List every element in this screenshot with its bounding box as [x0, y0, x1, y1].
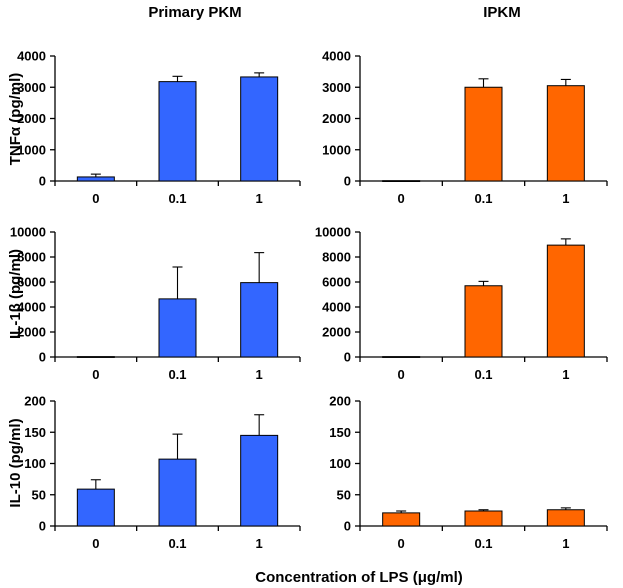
il1-primary-y-tick-label: 2000 [17, 325, 46, 340]
il10-primary-category-label: 0.1 [168, 536, 186, 551]
tnf-primary-y-tick-label: 0 [39, 174, 46, 189]
il10-primary-bar [158, 458, 197, 527]
tnf-ipkm-y-tick-label: 4000 [322, 49, 351, 64]
il10-primary-panel: 0 50 100 150 200 0 0.1 1 [24, 394, 301, 551]
il1-ipkm-y-tick-label: 10000 [315, 225, 351, 240]
tnf-ipkm-y-tick-label: 0 [344, 174, 351, 189]
tnf-ipkm-bar [382, 180, 421, 182]
il10-primary-y-tick-label: 200 [24, 394, 46, 409]
tnf-primary-bar [76, 176, 115, 182]
tnf-primary-category-label: 0.1 [168, 191, 186, 206]
il1-ipkm-y-tick-label: 8000 [322, 250, 351, 265]
tnf-ipkm-y-tick-label: 1000 [322, 142, 351, 157]
il10-ipkm-panel: 0 50 100 150 200 0 0.1 1 [329, 394, 608, 551]
tnf-primary-category-label: 0 [92, 191, 99, 206]
il1-primary-y-tick-label: 6000 [17, 275, 46, 290]
il10-ipkm-bar [546, 509, 585, 527]
tnf-primary-y-tick-label: 4000 [17, 49, 46, 64]
il1-ipkm-y-tick-label: 6000 [322, 275, 351, 290]
column-title-ipkm: IPKM [483, 4, 521, 21]
il10-primary-y-tick-label: 150 [24, 425, 46, 440]
il1-primary-bar [240, 282, 279, 358]
il1-primary-category-label: 0.1 [168, 367, 186, 382]
il10-primary-category-label: 0 [92, 536, 99, 551]
tnf-ipkm-y-tick-label: 2000 [322, 111, 351, 126]
tnf-primary-panel: 0 1000 2000 3000 4000 0 0.1 1 [17, 49, 301, 206]
il10-ipkm-bar [382, 512, 421, 527]
il1-ipkm-bar [464, 285, 503, 358]
il10-primary-y-tick-label: 100 [24, 456, 46, 471]
il1-ipkm-category-label: 1 [562, 367, 569, 382]
tnf-primary-bar [240, 76, 279, 182]
il10-ipkm-y-tick-label: 150 [329, 425, 351, 440]
il1-ipkm-y-tick-label: 0 [344, 350, 351, 365]
il10-ipkm-y-tick-label: 0 [344, 519, 351, 534]
il1-ipkm-category-label: 0.1 [474, 367, 492, 382]
il10-primary-bar [76, 488, 115, 527]
tnf-primary-y-tick-label: 2000 [17, 111, 46, 126]
il1-ipkm-panel: 0 2000 4000 6000 8000 10000 0 0.1 1 [315, 225, 608, 382]
tnf-primary-category-label: 1 [256, 191, 263, 206]
tnf-ipkm-panel: 0 1000 2000 3000 4000 0 0.1 1 [322, 49, 608, 206]
il1-primary-panel: 0 2000 4000 6000 8000 10000 0 0.1 1 [10, 225, 301, 382]
il1-primary-y-tick-label: 8000 [17, 250, 46, 265]
row-label-tnf: TNFα (pg/ml) [7, 73, 24, 166]
il10-primary-y-tick-label: 0 [39, 519, 46, 534]
tnf-primary-y-tick-label: 3000 [17, 80, 46, 95]
il1-primary-y-tick-label: 0 [39, 350, 46, 365]
tnf-ipkm-category-label: 1 [562, 191, 569, 206]
il10-ipkm-y-tick-label: 200 [329, 394, 351, 409]
tnf-ipkm-bar [464, 86, 503, 182]
il10-primary-category-label: 1 [256, 536, 263, 551]
il1-primary-bar [76, 356, 115, 358]
il1-primary-y-tick-label: 4000 [17, 300, 46, 315]
il1-primary-bar [158, 298, 197, 358]
il1-ipkm-bar [382, 356, 421, 358]
il10-ipkm-bar [464, 510, 503, 527]
il10-primary-y-tick-label: 50 [32, 487, 46, 502]
il10-ipkm-category-label: 1 [562, 536, 569, 551]
tnf-ipkm-category-label: 0 [398, 191, 405, 206]
il1-ipkm-category-label: 0 [398, 367, 405, 382]
il10-ipkm-category-label: 0 [398, 536, 405, 551]
tnf-ipkm-category-label: 0.1 [474, 191, 492, 206]
il1-ipkm-y-tick-label: 2000 [322, 325, 351, 340]
il1-ipkm-bar [546, 244, 585, 358]
x-axis-title: Concentration of LPS (μg/ml) [255, 569, 463, 586]
il10-ipkm-y-tick-label: 100 [329, 456, 351, 471]
il10-ipkm-y-tick-label: 50 [337, 487, 351, 502]
il1-ipkm-y-tick-label: 4000 [322, 300, 351, 315]
il1-primary-category-label: 1 [256, 367, 263, 382]
tnf-ipkm-y-tick-label: 3000 [322, 80, 351, 95]
il1-primary-y-tick-label: 10000 [10, 225, 46, 240]
tnf-primary-bar [158, 81, 197, 182]
row-label-il1: IL-1β (pg/ml) [7, 249, 24, 339]
tnf-primary-y-tick-label: 1000 [17, 142, 46, 157]
tnf-ipkm-bar [546, 85, 585, 182]
il10-primary-bar [240, 434, 279, 527]
column-title-primary: Primary PKM [148, 4, 241, 21]
il1-primary-category-label: 0 [92, 367, 99, 382]
row-label-il10: IL-10 (pg/ml) [7, 418, 24, 507]
il10-ipkm-category-label: 0.1 [474, 536, 492, 551]
